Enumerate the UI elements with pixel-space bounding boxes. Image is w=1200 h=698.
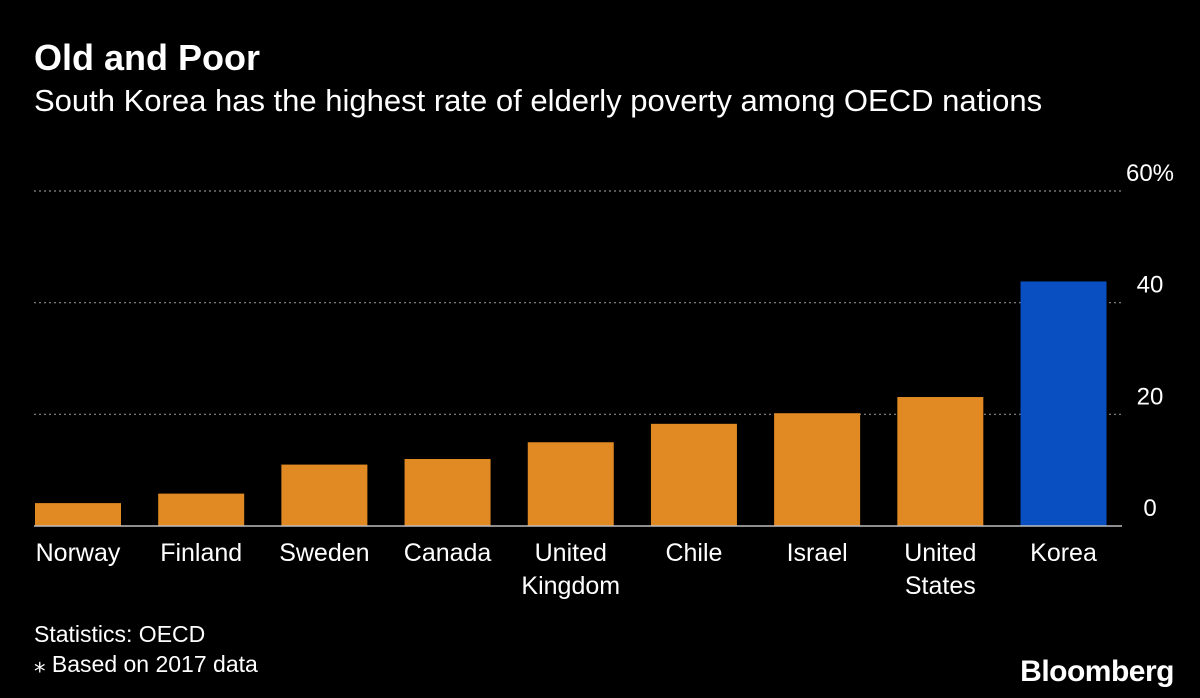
x-tick-label: Kingdom <box>521 572 620 600</box>
bar <box>527 442 614 526</box>
footnote: ⁎ Based on 2017 data <box>34 651 258 677</box>
bar <box>35 503 121 526</box>
x-tick-label: Israel <box>787 539 848 567</box>
x-tick-label: States <box>905 572 976 600</box>
x-tick-label: Korea <box>1030 539 1097 567</box>
x-tick-label: Norway <box>36 539 121 567</box>
y-tick-label: 0 <box>1143 495 1156 522</box>
x-tick-label: Finland <box>160 539 242 567</box>
y-tick-label: 40 <box>1137 272 1164 299</box>
y-tick-label: 60% <box>1126 160 1174 187</box>
x-tick-label: Chile <box>665 539 722 567</box>
bar <box>650 423 737 526</box>
bar <box>404 459 491 526</box>
bar <box>774 413 861 526</box>
x-tick-label: United <box>535 539 607 567</box>
bar <box>1020 281 1107 526</box>
chart-subtitle: South Korea has the highest rate of elde… <box>34 83 1043 118</box>
chart-title: Old and Poor <box>34 37 261 78</box>
source-note: Statistics: OECD <box>34 621 206 647</box>
x-tick-label: Canada <box>404 539 492 567</box>
x-tick-label: Sweden <box>279 539 369 567</box>
bar <box>897 397 984 526</box>
bloomberg-logo: Bloomberg <box>1020 655 1174 688</box>
x-tick-label: United <box>904 539 976 567</box>
y-tick-label: 20 <box>1137 383 1164 410</box>
bar <box>158 493 245 526</box>
bar <box>281 464 368 526</box>
